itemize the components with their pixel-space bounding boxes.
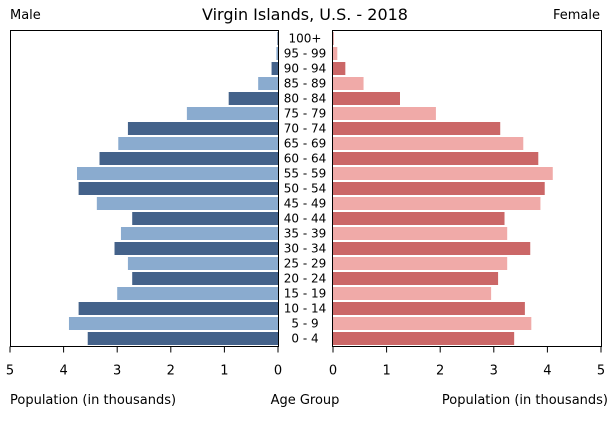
- male-bar: [228, 92, 278, 105]
- x-tick-label-right: 1: [382, 364, 390, 379]
- female-bar: [333, 332, 515, 345]
- age-group-tick: 100+: [289, 32, 322, 46]
- male-bar: [132, 212, 278, 225]
- age-group-tick: 0 - 4: [291, 332, 318, 346]
- female-bar: [333, 77, 364, 90]
- chart-title: Virgin Islands, U.S. - 2018: [202, 5, 408, 24]
- age-group-tick: 70 - 74: [284, 122, 327, 136]
- age-group-tick: 65 - 69: [284, 137, 327, 151]
- x-tick-label-right: 0: [329, 364, 337, 379]
- male-bar: [127, 257, 278, 270]
- x-tick-label-right: 5: [597, 364, 605, 379]
- male-bar: [186, 107, 278, 120]
- age-group-label: Age Group: [270, 393, 340, 408]
- female-bar: [333, 92, 400, 105]
- age-group-tick: 35 - 39: [284, 227, 327, 241]
- male-label: Male: [10, 8, 41, 23]
- x-tick-label-left: 4: [59, 364, 67, 379]
- female-bar: [333, 137, 524, 150]
- female-bar: [333, 317, 532, 330]
- x-tick-label-left: 5: [6, 364, 14, 379]
- female-bar: [333, 122, 501, 135]
- female-bar: [333, 227, 508, 240]
- male-bar: [68, 317, 279, 330]
- age-group-tick: 60 - 64: [284, 152, 327, 166]
- female-bar: [333, 287, 492, 300]
- x-tick-label-right: 4: [543, 364, 551, 379]
- age-group-tick: 75 - 79: [284, 107, 327, 121]
- female-bar: [333, 242, 531, 255]
- female-bar: [333, 182, 545, 195]
- female-bar: [333, 107, 436, 120]
- male-bar: [117, 287, 278, 300]
- x-tick-label-left: 0: [274, 364, 282, 379]
- female-bar: [333, 272, 499, 285]
- age-group-tick: 25 - 29: [284, 257, 327, 271]
- female-bar: [333, 167, 553, 180]
- age-group-tick: 80 - 84: [284, 92, 327, 106]
- age-group-tick: 90 - 94: [284, 62, 327, 76]
- x-axis-label-left: Population (in thousands): [10, 393, 177, 408]
- x-tick-label-right: 3: [490, 364, 498, 379]
- age-group-tick: 40 - 44: [284, 212, 327, 226]
- x-tick-label-left: 1: [220, 364, 228, 379]
- age-group-tick: 5 - 9: [291, 317, 318, 331]
- male-bar: [77, 167, 278, 180]
- female-bar: [333, 47, 338, 60]
- age-group-tick: 50 - 54: [284, 182, 327, 196]
- female-bar: [333, 257, 508, 270]
- age-group-tick: 15 - 19: [284, 287, 327, 301]
- age-group-tick: 30 - 34: [284, 242, 327, 256]
- age-group-tick: 20 - 24: [284, 272, 327, 286]
- x-axis-label-right: Population (in thousands): [441, 393, 608, 408]
- male-bar: [276, 47, 278, 60]
- male-bar: [114, 242, 279, 255]
- right-panel-frame: [332, 30, 602, 347]
- x-tick-label-left: 3: [113, 364, 121, 379]
- male-bar: [132, 272, 278, 285]
- age-group-tick: 55 - 59: [284, 167, 327, 181]
- male-bar: [96, 197, 278, 210]
- female-bar: [333, 212, 505, 225]
- female-bar: [333, 62, 346, 75]
- male-bar: [127, 122, 278, 135]
- female-label: Female: [552, 8, 600, 23]
- male-bar: [99, 152, 279, 165]
- x-tick-label-right: 2: [436, 364, 444, 379]
- male-bar: [78, 182, 278, 195]
- male-bar: [120, 227, 279, 240]
- age-group-tick: 45 - 49: [284, 197, 327, 211]
- age-group-tick: 85 - 89: [284, 77, 327, 91]
- female-bar: [333, 32, 334, 45]
- age-group-tick: 95 - 99: [284, 47, 327, 61]
- male-bar: [87, 332, 278, 345]
- age-group-tick: 10 - 14: [284, 302, 327, 316]
- male-bar: [118, 137, 278, 150]
- male-bar: [258, 77, 278, 90]
- male-bar: [277, 32, 278, 45]
- male-bar: [78, 302, 278, 315]
- left-panel-frame: [10, 30, 279, 347]
- female-bar: [333, 197, 541, 210]
- female-bar: [333, 152, 539, 165]
- female-bar: [333, 302, 525, 315]
- male-bar: [271, 62, 278, 75]
- x-tick-label-left: 2: [167, 364, 175, 379]
